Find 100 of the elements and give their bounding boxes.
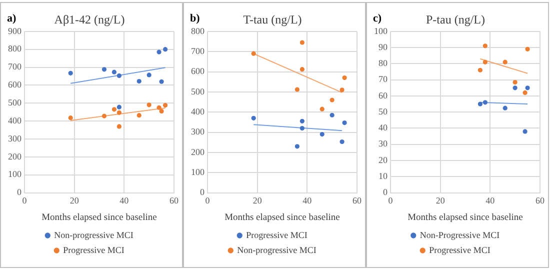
text: b) <box>190 12 200 24</box>
point <box>116 110 122 115</box>
point <box>512 86 518 90</box>
y-tick-label: 400 <box>8 115 22 126</box>
y-tick-label: 70 <box>378 74 388 84</box>
point <box>525 46 530 52</box>
point <box>522 90 528 96</box>
y-tick-label: 500 <box>191 86 205 96</box>
x-tick-label: 60 <box>170 196 179 206</box>
point <box>330 98 334 102</box>
y-tick-label: 300 <box>8 133 22 144</box>
point <box>116 73 122 78</box>
x-tick-label: 60 <box>352 196 362 206</box>
point <box>300 40 304 45</box>
y-tick-label: 300 <box>191 126 205 137</box>
point <box>330 112 334 118</box>
chart-title: T-tau (ng/L) <box>243 12 302 26</box>
point <box>251 51 256 56</box>
point <box>340 139 344 144</box>
point <box>159 108 164 114</box>
y-tick-label: 100 <box>8 169 22 180</box>
legend-label: Progressive MCI <box>429 244 490 255</box>
point <box>146 102 152 108</box>
point <box>478 68 482 72</box>
point <box>116 124 122 129</box>
y-tick-label: 200 <box>8 151 22 162</box>
point <box>251 116 256 120</box>
y-tick-label: 700 <box>8 62 22 72</box>
point <box>482 44 488 48</box>
point <box>502 106 508 110</box>
x-tick-label: 40 <box>486 196 496 206</box>
point <box>112 107 116 112</box>
x-tick-label: 40 <box>302 196 312 206</box>
x-tick-label: 60 <box>536 196 545 206</box>
chart-title: P-tau (ng/L) <box>426 12 485 26</box>
legend-label: Non-progressive MCI <box>237 244 316 255</box>
point <box>136 78 142 84</box>
y-tick-label: 40 <box>378 122 388 133</box>
point <box>340 88 344 92</box>
x-axis-title: Months elapsed since baseline <box>224 212 340 223</box>
point <box>68 70 73 76</box>
chart-title: Aβ1-42 (ng/L) <box>54 12 125 26</box>
point <box>102 67 107 72</box>
y-tick-label: 20 <box>378 154 388 165</box>
y-tick-label: 100 <box>191 166 205 177</box>
y-tick-label: 800 <box>191 26 205 36</box>
y-tick-label: 500 <box>8 97 22 108</box>
y-tick-label: 400 <box>191 106 205 116</box>
legend-label: Progressive MCI <box>246 230 308 240</box>
y-tick-label: 700 <box>191 46 205 56</box>
y-tick-label: 600 <box>191 66 205 76</box>
point <box>136 113 142 118</box>
point <box>478 102 482 106</box>
x-tick-label: 20 <box>70 196 80 206</box>
point <box>68 116 73 120</box>
point <box>512 80 518 85</box>
point <box>525 86 530 90</box>
point <box>320 132 324 137</box>
x-tick-label: 20 <box>436 196 446 206</box>
point <box>116 104 122 110</box>
y-tick-label: 200 <box>191 146 205 157</box>
y-tick-label: 100 <box>374 26 388 36</box>
text: a) <box>7 12 16 24</box>
y-tick-label: 900 <box>8 26 22 36</box>
point <box>146 72 152 78</box>
y-tick-label: 60 <box>378 90 388 100</box>
y-tick-label: 0 <box>17 187 22 198</box>
x-axis-title: Months elapsed since baseline <box>408 212 523 223</box>
point <box>522 129 528 134</box>
point <box>162 47 168 52</box>
x-tick-label: 20 <box>252 196 262 206</box>
point <box>162 102 168 108</box>
point <box>342 76 347 80</box>
point <box>482 60 488 64</box>
y-tick-label: 80 <box>378 58 388 68</box>
x-axis-title: Months elapsed since baseline <box>42 212 157 223</box>
point <box>300 118 304 124</box>
point <box>159 79 164 84</box>
point <box>482 100 488 105</box>
x-tick-label: 40 <box>120 196 130 206</box>
legend-label: Non-progressive MCI <box>54 230 134 240</box>
point <box>102 114 107 118</box>
point <box>300 126 304 131</box>
text: c) <box>373 12 382 24</box>
y-tick-label: 50 <box>378 106 388 116</box>
legend-label: Non-Progressive MCI <box>420 230 500 240</box>
point <box>502 60 508 64</box>
y-tick-label: 800 <box>8 44 22 54</box>
y-tick-label: 10 <box>378 171 388 182</box>
point <box>300 67 304 72</box>
point <box>294 144 300 149</box>
y-tick-label: 90 <box>378 42 388 52</box>
legend-label: Progressive MCI <box>63 244 124 255</box>
point <box>294 87 300 92</box>
y-tick-label: 0 <box>383 187 388 198</box>
y-tick-label: 30 <box>378 138 388 149</box>
point <box>156 50 162 54</box>
y-tick-label: 0 <box>200 187 205 198</box>
point <box>320 106 324 112</box>
point <box>342 120 347 126</box>
